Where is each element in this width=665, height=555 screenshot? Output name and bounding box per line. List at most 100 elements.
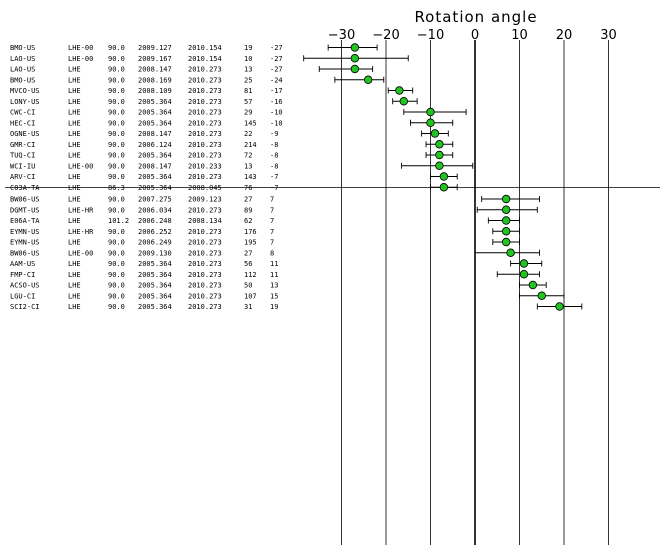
data-point xyxy=(430,129,440,138)
table-cell-dip: 90.0 xyxy=(108,282,125,290)
table-cell-channel: LHE xyxy=(68,76,81,84)
table-cell-start: 2005.364 xyxy=(138,119,172,127)
table-cell-n: 107 xyxy=(244,292,257,300)
table-cell-station: WCI-IU xyxy=(10,162,35,170)
table-cell-channel: LHE xyxy=(68,282,81,290)
table-cell-n: 27 xyxy=(244,249,252,257)
data-point xyxy=(555,302,564,311)
table-cell-start: 2005.364 xyxy=(138,98,172,106)
data-point xyxy=(395,86,404,95)
table-cell-angle: 15 xyxy=(270,292,278,300)
table-cell-dip: 90.0 xyxy=(108,98,125,106)
table-cell-end: 2010.273 xyxy=(188,206,222,214)
table-cell-angle: 19 xyxy=(270,303,278,311)
table-cell-station: BW06-US xyxy=(10,249,40,257)
table-cell-channel: LHE xyxy=(68,196,81,204)
data-point xyxy=(528,280,538,290)
table-cell-angle: 11 xyxy=(270,271,278,279)
table-cell-end: 2010.273 xyxy=(188,228,222,236)
table-cell-n: 25 xyxy=(244,76,252,84)
table-cell-start: 2005.364 xyxy=(138,271,172,279)
table-cell-angle: -24 xyxy=(270,76,283,84)
table-cell-station: EYMN-US xyxy=(10,239,40,247)
table-cell-dip: 90.0 xyxy=(108,55,125,63)
data-point xyxy=(439,183,449,192)
table-cell-angle: -27 xyxy=(270,55,283,63)
table-cell-channel: LHE xyxy=(68,66,81,74)
table-cell-channel: LHE-HR xyxy=(68,228,94,236)
table-cell-n: 27 xyxy=(244,196,252,204)
table-cell-station: E06A-TA xyxy=(10,217,40,225)
table-cell-n: 10 xyxy=(244,55,252,63)
data-point xyxy=(537,291,546,300)
table-cell-channel: LHE xyxy=(68,152,81,160)
table-cell-end: 2010.273 xyxy=(188,249,222,257)
table-cell-end: 2008.134 xyxy=(188,217,222,225)
table-cell-end: 2010.273 xyxy=(188,271,222,279)
table-cell-angle: -17 xyxy=(270,87,283,95)
data-point xyxy=(501,205,511,214)
table-cell-dip: 90.0 xyxy=(108,66,125,74)
table-cell-start: 2005.364 xyxy=(138,292,172,300)
table-cell-channel: LHE xyxy=(68,141,81,149)
table-cell-end: 2010.273 xyxy=(188,98,222,106)
table-cell-n: 214 xyxy=(244,141,257,149)
table-cell-start: 2009.167 xyxy=(138,55,172,63)
table-cell-end: 2010.154 xyxy=(188,44,222,52)
table-cell-start: 2005.364 xyxy=(138,184,172,192)
table-cell-station: LAO-US xyxy=(10,66,35,74)
table-cell-start: 2006.252 xyxy=(138,228,172,236)
table-cell-start: 2008.147 xyxy=(138,66,172,74)
table-cell-dip: 90.0 xyxy=(108,130,125,138)
table-cell-angle: -9 xyxy=(270,130,278,138)
table-cell-channel: LHE-HR xyxy=(68,206,94,214)
table-cell-start: 2008.147 xyxy=(138,162,172,170)
table-cell-angle: 7 xyxy=(270,228,274,236)
table-cell-angle: 7 xyxy=(270,196,274,204)
table-cell-end: 2010.273 xyxy=(188,239,222,247)
data-point xyxy=(501,237,511,247)
table-cell-channel: LHE xyxy=(68,239,81,247)
table-cell-start: 2008.109 xyxy=(138,87,172,95)
table-cell-channel: LHE xyxy=(68,303,81,311)
table-cell-n: 57 xyxy=(244,98,252,106)
table-cell-start: 2008.169 xyxy=(138,76,172,84)
table-cell-angle: 8 xyxy=(270,249,274,257)
data-point xyxy=(501,194,511,204)
table-cell-channel: LHE-00 xyxy=(68,55,93,63)
table-cell-channel: LHE xyxy=(68,119,81,127)
table-cell-channel: LHE xyxy=(68,109,81,117)
table-cell-n: 22 xyxy=(244,130,252,138)
error-bar-marks xyxy=(303,43,583,311)
table-cell-channel: LHE xyxy=(68,271,81,279)
table-cell-angle: -7 xyxy=(270,173,278,181)
data-point xyxy=(364,75,373,84)
table-cell-start: 2005.364 xyxy=(138,173,172,181)
data-point xyxy=(506,248,515,257)
table-cell-n: 13 xyxy=(244,162,252,170)
x-tick-label: 0 xyxy=(471,28,479,43)
table-cell-end: 2010.233 xyxy=(188,162,222,170)
table-cell-station: FMP-CI xyxy=(10,271,35,279)
table-cell-dip: 90.0 xyxy=(108,173,125,181)
table-cell-angle: -10 xyxy=(270,109,283,117)
table-cell-end: 2010.273 xyxy=(188,292,222,300)
table-cell-end: 2010.273 xyxy=(188,130,222,138)
table-cell-angle: -7 xyxy=(270,184,278,192)
table-cell-start: 2006.248 xyxy=(138,217,172,225)
data-point xyxy=(501,227,511,236)
table-cell-angle: -8 xyxy=(270,162,278,170)
table-cell-n: 19 xyxy=(244,44,252,52)
table-cell-dip: 90.0 xyxy=(108,249,125,257)
table-cell-station: GMR-CI xyxy=(10,141,35,149)
x-tick-label: 20 xyxy=(556,28,573,43)
table-cell-dip: 101.2 xyxy=(108,217,129,225)
table-cell-n: 112 xyxy=(244,271,257,279)
x-tick-label: −30 xyxy=(328,28,355,43)
table-cell-end: 2010.273 xyxy=(188,66,222,74)
table-cell-angle: 13 xyxy=(270,282,278,290)
table-cell-angle: -27 xyxy=(270,66,283,74)
table-cell-dip: 90.0 xyxy=(108,119,125,127)
table-cell-dip: 90.0 xyxy=(108,76,125,84)
